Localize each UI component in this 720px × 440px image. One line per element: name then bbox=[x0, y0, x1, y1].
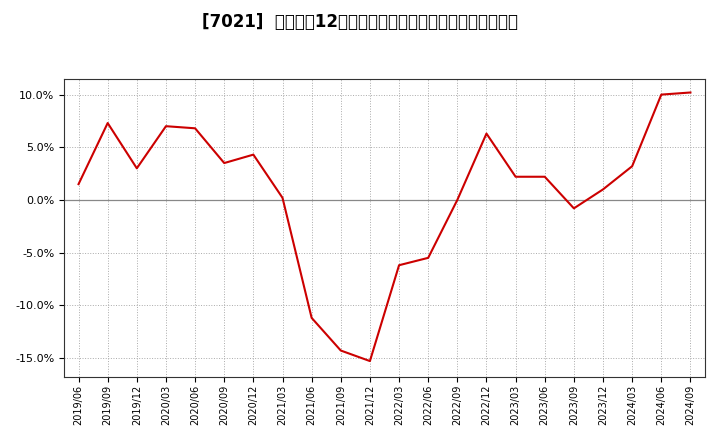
Text: [7021]  売上高の12か月移動合計の対前年同期増減率の推移: [7021] 売上高の12か月移動合計の対前年同期増減率の推移 bbox=[202, 13, 518, 31]
